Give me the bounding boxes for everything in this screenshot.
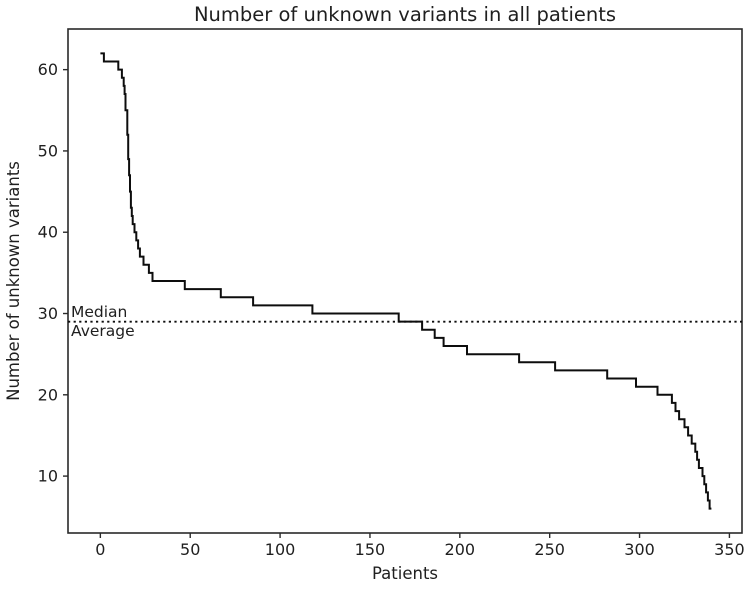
y-axis-ticks: 10 20 30 40 50 60	[38, 60, 68, 486]
y-axis-label: Number of unknown variants	[4, 161, 23, 401]
x-tick-label: 350	[714, 540, 745, 559]
y-tick-label: 20	[38, 385, 58, 404]
y-tick-label: 50	[38, 141, 58, 160]
y-tick-label: 60	[38, 60, 58, 79]
x-axis-label: Patients	[372, 564, 438, 583]
y-tick-label: 10	[38, 467, 58, 486]
median-annotation: Median	[71, 303, 127, 321]
plot-border	[67, 28, 743, 534]
x-tick-label: 200	[445, 540, 476, 559]
x-tick-label: 300	[624, 540, 655, 559]
y-tick-label: 30	[38, 304, 58, 323]
x-tick-label: 0	[95, 540, 105, 559]
average-annotation: Average	[71, 322, 135, 340]
data-line	[100, 52, 712, 510]
x-tick-label: 50	[180, 540, 200, 559]
chart-title: Number of unknown variants in all patien…	[194, 3, 616, 26]
x-tick-label: 150	[355, 540, 386, 559]
x-axis-ticks: 0 50 100 150 200 250 300 350	[95, 533, 745, 559]
x-tick-label: 250	[534, 540, 565, 559]
x-tick-label: 100	[265, 540, 296, 559]
y-tick-label: 40	[38, 223, 58, 242]
